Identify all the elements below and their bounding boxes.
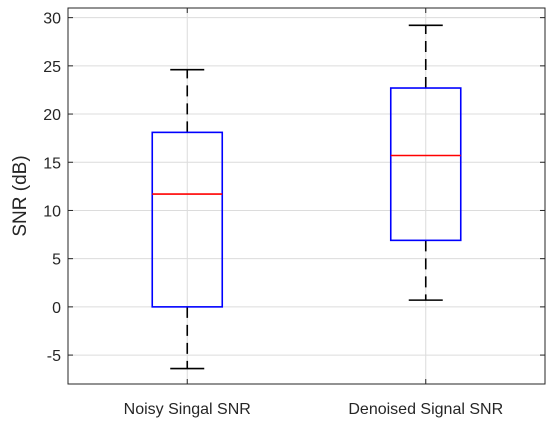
y-tick-label: 0 [52,300,61,317]
y-tick-label: 25 [43,59,61,76]
y-tick-label: -5 [47,348,61,365]
x-tick-label: Noisy Singal SNR [124,401,251,418]
x-tick-label: Denoised Signal SNR [348,401,503,418]
y-axis-label: SNR (dB) [10,155,31,236]
y-tick-label: 20 [43,107,61,124]
plot-frame [67,7,546,385]
grid [68,8,545,384]
axis-ticks: -5 0 5 10 15 20 25 30 Noisy Singal SNR Denoised S… [43,8,545,418]
y-tick-label: 15 [43,155,61,172]
boxes [151,24,462,370]
box-iqr [151,131,224,308]
y-tick-label: 30 [43,11,61,28]
y-tick-label: 10 [43,203,61,220]
y-tick-label: 5 [52,252,61,269]
box-group [389,24,462,301]
box-group [151,68,224,370]
box-iqr [389,87,462,242]
